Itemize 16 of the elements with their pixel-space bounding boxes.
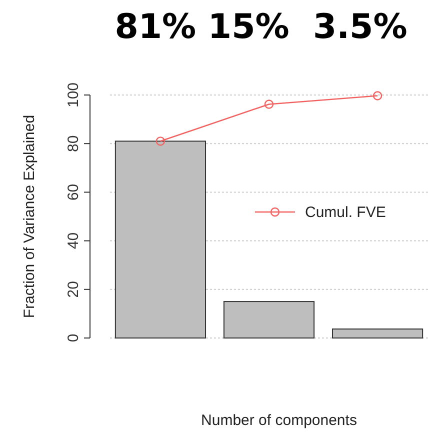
y-tick-label: 40	[65, 232, 82, 250]
bar	[332, 328, 424, 338]
y-tick-label: 20	[65, 281, 82, 298]
bar	[223, 301, 315, 338]
y-axis-title: Fraction of Variance Explained	[21, 114, 38, 318]
x-axis-title: Number of components	[201, 412, 357, 429]
y-tick-label: 80	[65, 135, 82, 152]
y-tick-label: 100	[65, 82, 82, 108]
chart-title: 81% 15% 3.5%	[114, 7, 408, 47]
y-tick-label: 60	[65, 184, 82, 201]
point	[156, 136, 166, 146]
point	[372, 91, 382, 100]
legend-label: Cumul. FVE	[305, 204, 386, 221]
y-tick-label: 0	[65, 334, 82, 342]
point	[264, 100, 274, 109]
bar	[114, 140, 206, 338]
